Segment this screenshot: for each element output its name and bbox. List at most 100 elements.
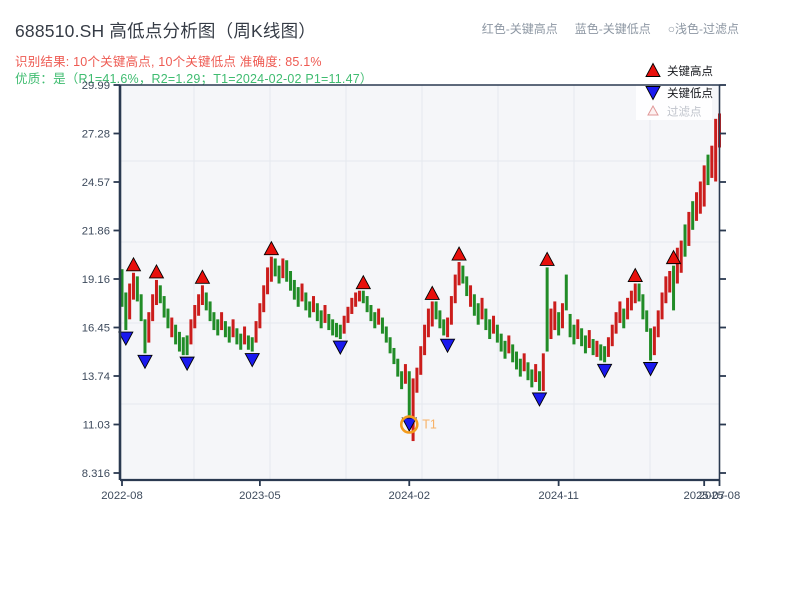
kline-bar <box>664 276 668 304</box>
kline-bar <box>350 297 354 314</box>
legend-filtered-icon <box>647 104 659 116</box>
kline-bar <box>633 283 637 304</box>
kline-bar <box>342 315 346 334</box>
note-light-filtered: ○浅色-过滤点 <box>667 22 739 36</box>
y-tick-label: 29.99 <box>82 80 110 92</box>
kline-bar <box>507 335 511 354</box>
key-low-triangle-icon <box>332 340 349 355</box>
kline-bar <box>373 312 377 329</box>
kline-bar <box>246 335 250 350</box>
kline-bar <box>258 303 262 329</box>
kline-bar <box>702 165 706 207</box>
kline-bar <box>469 285 473 307</box>
kline-bar <box>687 211 691 246</box>
kline-bar <box>235 328 239 345</box>
legend-key-low-icon <box>645 86 661 101</box>
x-tick-label: 2025-07 <box>683 490 724 502</box>
kline-bar <box>300 283 304 302</box>
key-high-triangle-icon <box>627 267 643 282</box>
y-tick-label: 8.316 <box>82 468 110 480</box>
kline-bar <box>296 287 300 307</box>
kline-bar <box>534 364 538 382</box>
kline-bar <box>131 272 135 300</box>
kline-bar <box>377 308 381 325</box>
kline-bar <box>603 346 607 363</box>
kline-bar <box>572 324 576 345</box>
kline-bar <box>208 301 212 322</box>
kline-bar <box>223 321 227 338</box>
kline-bar <box>411 378 415 442</box>
kline-bar <box>369 305 373 322</box>
kline-bar <box>273 258 277 277</box>
kline-bar <box>120 269 124 307</box>
kline-bar <box>530 369 534 388</box>
kline-bar <box>139 294 143 322</box>
kline-bar <box>154 279 158 306</box>
key-high-triangle-icon <box>424 285 440 300</box>
x-tick-label: 2024-11 <box>538 490 579 502</box>
page-title: 688510.SH 高低点分析图（周K线图） <box>15 21 317 41</box>
key-high-triangle-icon <box>451 246 467 261</box>
kline-bar <box>323 305 327 323</box>
kline-bar <box>591 339 595 356</box>
kline-bar <box>357 290 361 302</box>
kline-bar <box>499 333 503 352</box>
key-low-triangle-icon <box>439 338 456 354</box>
color-notes: 红色-关键高点 蓝色-关键低点 ○浅色-过滤点 <box>482 20 739 37</box>
kline-bar <box>695 192 699 221</box>
kline-bar <box>449 296 453 325</box>
kline-bar <box>526 362 530 381</box>
key-high-triangle-icon <box>539 251 555 266</box>
grid <box>120 85 720 480</box>
kline-bar <box>606 337 610 357</box>
kline-bar <box>660 292 664 320</box>
y-tick-label: 24.57 <box>82 177 110 189</box>
kline-bar <box>354 292 358 307</box>
kline-bar <box>710 145 714 178</box>
kline-bar <box>151 294 155 322</box>
kline-bar <box>254 321 258 343</box>
key-low-triangle-icon <box>596 363 613 379</box>
kline-bar <box>599 344 603 361</box>
kline-bar <box>315 303 319 322</box>
kline-bar <box>495 324 499 343</box>
kline-bar <box>637 283 641 302</box>
kline-bar <box>170 317 174 338</box>
kline-bar <box>181 337 185 356</box>
kline-bar <box>262 285 266 313</box>
kline-bar <box>461 265 465 284</box>
kline-bar <box>672 265 676 311</box>
key-high-triangle-icon <box>263 240 280 256</box>
kline-bar <box>166 308 170 329</box>
kline-bar <box>365 296 369 313</box>
kline-bar <box>243 326 247 345</box>
key-high-markers <box>125 240 682 300</box>
kline-bar <box>346 306 350 323</box>
kline-bar <box>580 328 584 347</box>
kline-bar <box>446 317 450 338</box>
kline-bar <box>614 312 618 334</box>
kline-bar <box>549 308 553 340</box>
key-high-triangle-icon <box>148 263 165 279</box>
kline-bar <box>266 267 270 295</box>
kline-bar <box>560 303 564 329</box>
kline-bar <box>706 154 710 186</box>
plot-area <box>120 85 720 480</box>
key-low-triangle-icon <box>244 353 260 368</box>
kline-bar <box>162 296 166 318</box>
kline-bar <box>220 312 224 331</box>
kline-bar <box>200 285 204 306</box>
kline-bar <box>304 292 308 311</box>
kline-bar <box>595 340 599 357</box>
kline-bar <box>492 315 496 334</box>
kline-bar <box>522 353 526 372</box>
axis-ticks <box>113 84 726 486</box>
x-tick-label: 2022-08 <box>101 490 142 502</box>
kline-bar <box>683 224 687 257</box>
key-low-triangle-icon <box>401 417 418 432</box>
kline-bar <box>583 335 587 354</box>
y-tick-label: 21.86 <box>82 226 110 238</box>
kline-bar <box>557 312 561 336</box>
kline-bar <box>668 270 672 293</box>
x-tick-label: 2023-05 <box>239 490 280 502</box>
